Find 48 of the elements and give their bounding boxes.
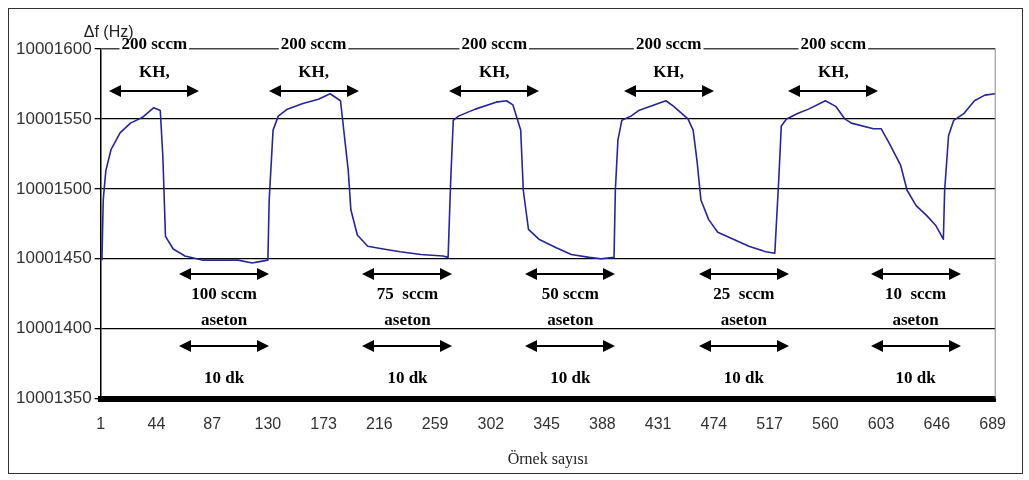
annotation: KH, — [817, 62, 849, 82]
y-tick-label: 10001350 — [16, 388, 92, 408]
annotation: 10 dk — [204, 368, 245, 388]
annotation: 100 sccm — [191, 283, 257, 303]
annotation: 25 sccm — [713, 283, 775, 303]
annotation: 200 sccm — [635, 34, 702, 54]
y-tick-label: 10001450 — [16, 248, 92, 268]
y-tick-label: 10001500 — [16, 178, 92, 198]
annotation: aseton — [720, 310, 768, 330]
annotation: 10 dk — [550, 368, 591, 388]
x-tick-label: 388 — [589, 414, 616, 432]
x-tick-label: 87 — [203, 414, 222, 432]
x-tick-label: 431 — [644, 414, 672, 432]
x-tick-label: 345 — [533, 414, 561, 432]
x-tick-label: 1 — [96, 414, 106, 432]
annotation: 10 dk — [895, 368, 937, 388]
x-tick-label: 560 — [812, 414, 839, 432]
annotation: KH, — [478, 62, 510, 82]
annotation: 200 sccm — [461, 34, 528, 54]
annotation: aseton — [200, 310, 248, 330]
x-tick-label: 603 — [867, 414, 895, 432]
annotation: KH, — [298, 62, 329, 82]
annotation: aseton — [384, 310, 432, 330]
x-tick-label: 474 — [700, 414, 728, 432]
annotation: aseton — [547, 310, 594, 330]
x-tick-label: 517 — [756, 414, 784, 432]
x-tick-label: 259 — [421, 414, 449, 432]
x-tick-label: 646 — [923, 414, 951, 432]
x-tick-label: 130 — [254, 414, 282, 432]
annotation: 200 sccm — [280, 34, 347, 54]
x-tick-label: 216 — [366, 414, 393, 432]
x-tick-label: 302 — [477, 414, 505, 432]
y-tick-label: 10001600 — [16, 38, 92, 58]
x-axis-title: Örnek sayısı — [507, 449, 589, 468]
y-tick-label: 10001550 — [16, 108, 92, 128]
annotation: 10 dk — [723, 368, 765, 388]
annotation: KH, — [653, 62, 685, 82]
x-tick-label: 44 — [147, 414, 166, 432]
annotation: 10 dk — [387, 368, 429, 388]
x-tick-label: 173 — [310, 414, 338, 432]
annotation: 200 sccm — [800, 34, 867, 54]
annotation: KH, — [138, 62, 170, 82]
annotation: aseton — [892, 310, 940, 330]
annotation: 10 sccm — [884, 283, 947, 303]
y-tick-label: 10001400 — [16, 318, 92, 338]
x-tick-label: 689 — [979, 414, 1007, 432]
annotation: 50 sccm — [541, 283, 599, 303]
annotation: 75 sccm — [376, 283, 439, 303]
